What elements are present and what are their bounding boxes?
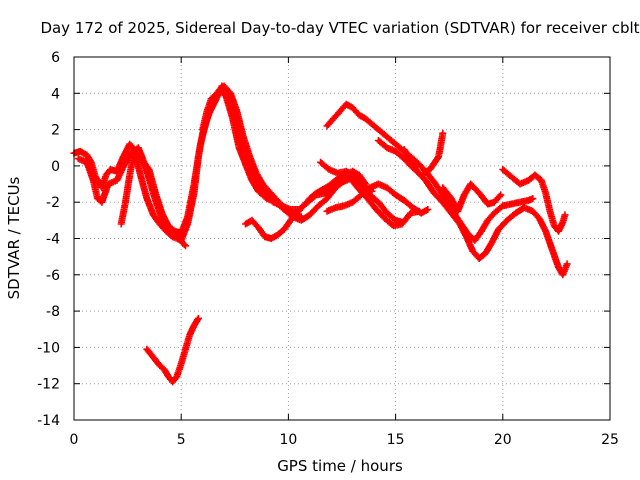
chart-title: Day 172 of 2025, Sidereal Day-to-day VTE…	[40, 19, 639, 37]
series-trace-11	[439, 180, 505, 215]
y-tick-label: 2	[51, 123, 60, 139]
marker-trace	[199, 82, 305, 221]
y-tick-label: -12	[37, 377, 60, 393]
marker-trace	[242, 167, 370, 242]
y-tick-label: -10	[37, 340, 60, 356]
marker-trace	[117, 144, 189, 250]
y-tick-label: -4	[46, 232, 60, 248]
x-tick-label: 25	[601, 432, 619, 448]
series-trace-13	[143, 314, 202, 386]
marker-trace	[439, 180, 505, 215]
y-axis-label: SDTVAR / TECUs	[5, 176, 23, 299]
series-trace-7	[317, 158, 376, 195]
x-tick-label: 10	[279, 432, 297, 448]
series-trace-4	[199, 82, 305, 221]
series-trace-10	[400, 146, 571, 279]
y-tick-label: -2	[46, 195, 60, 211]
axis-ticks: 0 5 10 15 20 25 -14 -12 -10 -8 -6 -4 -2 0 2 4 6	[37, 50, 619, 448]
marker-trace	[143, 314, 202, 386]
y-tick-label: -6	[46, 268, 60, 284]
x-tick-label: 15	[387, 432, 405, 448]
x-tick-label: 0	[70, 432, 79, 448]
y-tick-label: 4	[51, 86, 60, 102]
marker-trace	[499, 166, 569, 235]
series-trace-5	[242, 167, 370, 242]
marker-trace	[317, 158, 376, 195]
x-axis-label: GPS time / hours	[277, 457, 403, 475]
y-tick-label: -8	[46, 304, 60, 320]
data-points	[70, 82, 571, 386]
x-tick-label: 5	[177, 432, 186, 448]
x-tick-label: 20	[494, 432, 512, 448]
y-tick-label: 0	[51, 159, 60, 175]
marker-trace	[400, 146, 571, 279]
y-tick-label: -14	[37, 413, 60, 429]
grid-lines	[74, 57, 610, 420]
series-trace-3	[117, 144, 189, 250]
series-trace-6	[323, 180, 432, 217]
y-tick-label: 6	[51, 50, 60, 66]
marker-trace	[323, 180, 432, 217]
series-trace-12	[499, 166, 569, 235]
